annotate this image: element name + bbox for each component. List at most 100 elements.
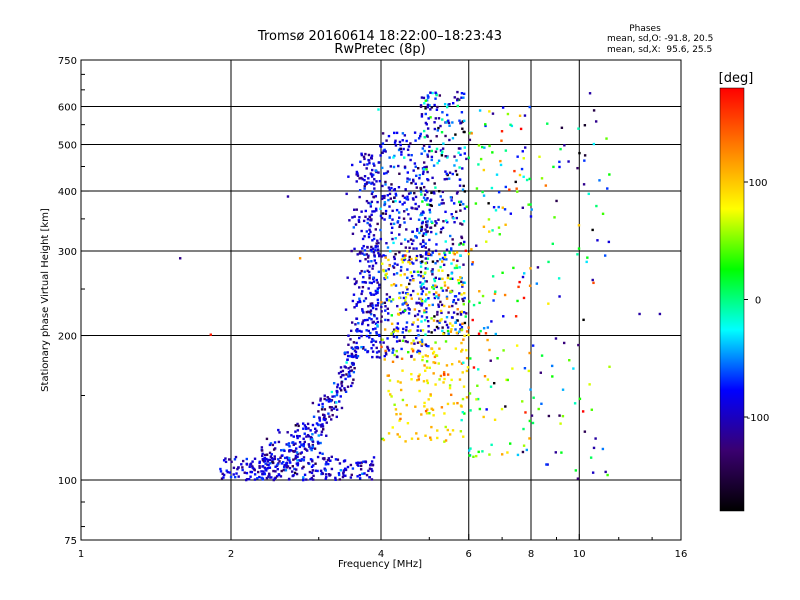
data-point [408, 255, 411, 259]
data-point [456, 401, 459, 405]
data-point [354, 346, 357, 349]
data-point [390, 183, 393, 186]
data-point [485, 408, 488, 411]
data-point [268, 443, 272, 447]
data-point [280, 469, 283, 473]
data-point [488, 230, 491, 233]
data-point [425, 251, 428, 254]
data-point [402, 254, 405, 257]
data-point [319, 469, 323, 473]
data-point [328, 405, 332, 409]
data-point [368, 281, 372, 284]
data-point [544, 184, 548, 187]
data-point [361, 177, 364, 181]
data-point [440, 286, 443, 290]
data-point [380, 315, 383, 318]
data-point [404, 340, 408, 343]
data-point [420, 260, 424, 263]
data-point [317, 410, 320, 413]
data-point [310, 476, 313, 480]
data-point [419, 255, 423, 258]
data-point [436, 161, 439, 165]
data-point [283, 464, 286, 467]
data-point [403, 309, 406, 312]
data-point [504, 405, 507, 408]
data-point [443, 178, 446, 181]
data-point [444, 240, 447, 243]
data-point [465, 205, 468, 208]
data-point [441, 150, 444, 153]
data-point [437, 218, 440, 221]
data-point [381, 184, 384, 188]
data-point [386, 170, 390, 173]
data-point [369, 202, 372, 205]
data-point [273, 477, 276, 480]
data-point [387, 312, 390, 315]
data-point [265, 457, 268, 461]
data-point [540, 354, 544, 357]
data-point [220, 477, 224, 480]
data-point [316, 440, 320, 444]
data-point [352, 226, 356, 229]
data-point [420, 182, 424, 185]
data-point [303, 473, 307, 476]
data-point [264, 467, 267, 471]
data-point [467, 252, 470, 256]
data-point [285, 466, 289, 469]
data-point [606, 473, 609, 477]
data-point [430, 407, 433, 410]
data-point [401, 339, 405, 342]
data-point [424, 189, 428, 193]
data-point [410, 206, 413, 209]
data-point [501, 106, 505, 109]
data-point [418, 340, 422, 344]
data-point [381, 142, 385, 145]
data-point [547, 414, 551, 418]
data-point [448, 251, 451, 254]
data-point [376, 298, 380, 302]
data-point [351, 467, 355, 470]
data-point [302, 456, 306, 459]
data-point [263, 472, 267, 476]
data-point [282, 468, 285, 472]
data-point [459, 122, 462, 125]
data-point [363, 184, 366, 188]
data-point [401, 331, 404, 334]
data-point [370, 302, 374, 305]
data-point [265, 476, 269, 480]
data-point [554, 451, 557, 454]
data-point [363, 157, 366, 161]
data-point [443, 102, 447, 106]
data-point [368, 228, 371, 232]
data-point [338, 400, 341, 403]
data-point [472, 366, 476, 369]
data-point [444, 155, 447, 158]
data-point [368, 223, 371, 226]
data-point [449, 196, 453, 199]
data-point [409, 262, 412, 265]
data-point [407, 330, 411, 333]
data-point [327, 462, 330, 466]
data-point [247, 478, 251, 481]
data-point [279, 475, 283, 478]
data-point [325, 421, 328, 424]
data-point [638, 312, 641, 316]
data-point [420, 245, 424, 248]
data-point [330, 406, 334, 409]
data-point [460, 92, 464, 95]
data-point [359, 272, 362, 275]
data-point [375, 180, 378, 183]
data-point [436, 436, 439, 440]
data-point [392, 266, 396, 269]
data-point [385, 276, 389, 279]
data-point [384, 276, 388, 279]
data-point [428, 366, 431, 370]
data-point [288, 466, 292, 470]
data-point [416, 329, 419, 332]
data-point [386, 337, 389, 340]
data-point [455, 173, 459, 176]
data-point [406, 422, 410, 425]
data-point [450, 199, 453, 202]
data-point [392, 330, 395, 333]
data-point [547, 260, 550, 264]
